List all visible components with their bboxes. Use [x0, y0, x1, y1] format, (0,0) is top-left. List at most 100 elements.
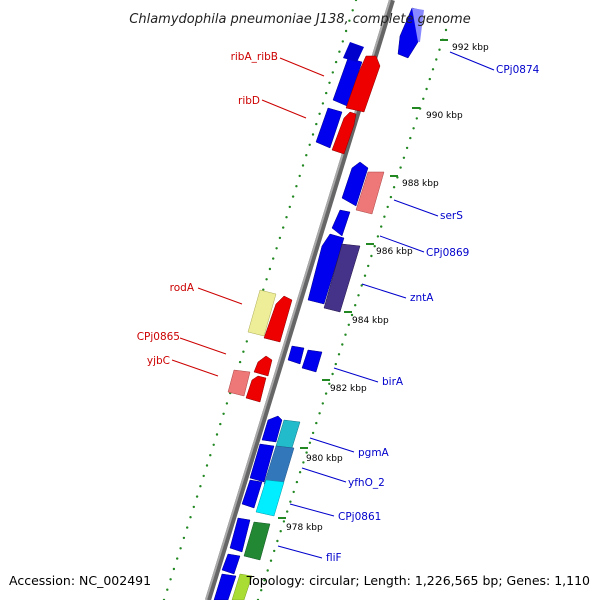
- gene-roda-reverse[interactable]: [263, 295, 293, 343]
- scale-dot: [321, 402, 324, 405]
- scale-dot: [295, 185, 298, 188]
- scale-dot: [350, 313, 354, 317]
- scale-dot: [308, 143, 311, 146]
- gene-label[interactable]: yjbC: [147, 355, 170, 367]
- scale-dot: [363, 274, 367, 277]
- gene-yjbc[interactable]: [227, 369, 251, 397]
- gene-label[interactable]: CPj0869: [426, 247, 469, 259]
- gene-cpj0871-forward[interactable]: [341, 161, 369, 207]
- scale-dot: [308, 441, 312, 444]
- scale-dot: [392, 186, 396, 189]
- gene-pgma-forward-1[interactable]: [261, 415, 283, 443]
- gene-label[interactable]: serS: [440, 210, 463, 222]
- scale-dot: [438, 48, 441, 51]
- scale-dot: [321, 102, 325, 105]
- scale-dot: [318, 112, 321, 116]
- scale-dot: [405, 146, 409, 150]
- scale-dot: [260, 589, 263, 592]
- gene-label[interactable]: CPj0861: [338, 511, 381, 523]
- tick-label: 984 kbp: [352, 316, 389, 326]
- gene-ribd-reverse[interactable]: [331, 111, 357, 155]
- scale-dot: [279, 530, 282, 533]
- scale-dot: [383, 215, 386, 218]
- scale-dot: [176, 557, 179, 560]
- scale-dot: [328, 382, 331, 385]
- gene-flif-forward[interactable]: [229, 517, 251, 553]
- gene-cpj0861[interactable]: [255, 479, 285, 517]
- scale-dot: [169, 578, 172, 581]
- scale-dot: [344, 29, 348, 33]
- gene-label[interactable]: birA: [382, 376, 404, 388]
- gene-cpj0861-forward[interactable]: [241, 479, 263, 509]
- scale-dot: [286, 510, 289, 513]
- scale-dot: [311, 133, 315, 136]
- gene-label[interactable]: CPj0865: [137, 331, 180, 343]
- scale-dot: [357, 294, 360, 297]
- gene-bira-1[interactable]: [287, 345, 305, 365]
- gene-label[interactable]: ribA_ribB: [231, 51, 278, 63]
- scale-dot: [285, 216, 288, 219]
- scale-dot: [435, 58, 438, 61]
- gene-bottom-yellowgreen[interactable]: [231, 573, 253, 600]
- gene-yjbc-reverse[interactable]: [245, 375, 267, 403]
- scale-dot: [354, 304, 357, 307]
- gene-cpj0869-forward[interactable]: [331, 209, 351, 237]
- gene-riba-ribb-reverse[interactable]: [345, 55, 381, 113]
- scale-dot: [186, 526, 189, 529]
- scale-dot: [301, 164, 305, 167]
- gene-label[interactable]: yfhO_2: [348, 477, 385, 489]
- scale-dot: [431, 68, 435, 71]
- gene-roda[interactable]: [247, 289, 277, 337]
- tick-label: 978 kbp: [286, 523, 323, 533]
- gene-sers[interactable]: [355, 171, 385, 215]
- scale-dot: [337, 353, 341, 356]
- scale-dot: [367, 264, 370, 268]
- scale-dot: [202, 474, 205, 478]
- scale-dot: [263, 579, 266, 582]
- scale-dot: [262, 288, 265, 291]
- gene-label[interactable]: fliF: [326, 552, 342, 564]
- gene-bira-2[interactable]: [301, 349, 323, 373]
- gene-znta-forward[interactable]: [307, 233, 345, 305]
- scale-dot: [238, 360, 242, 364]
- scale-dot: [192, 505, 195, 509]
- scale-dot: [325, 91, 328, 95]
- scale-dot: [341, 343, 344, 346]
- gene-label[interactable]: zntA: [410, 292, 434, 304]
- scale-dot: [212, 443, 215, 446]
- scale-dot: [318, 412, 321, 415]
- gene-flif[interactable]: [243, 521, 271, 561]
- scale-dot: [289, 500, 292, 503]
- scale-dot: [305, 451, 308, 454]
- scale-dot: [409, 136, 412, 140]
- scale-dot: [219, 422, 222, 426]
- gene-label[interactable]: pgmA: [358, 447, 390, 459]
- gene-upper-forward[interactable]: [343, 42, 364, 62]
- gene-ribd-forward[interactable]: [315, 107, 343, 149]
- scale-dot: [422, 97, 425, 101]
- scale-dot: [288, 205, 291, 209]
- scale-dot: [360, 284, 363, 287]
- scale-dot: [266, 569, 269, 572]
- scale-dot: [282, 520, 286, 523]
- gene-label[interactable]: ribD: [238, 95, 260, 107]
- gene-features: [213, 7, 424, 600]
- gene-label[interactable]: rodA: [170, 282, 195, 294]
- gene-pgma-forward-2[interactable]: [249, 443, 275, 483]
- tick-label: 982 kbp: [330, 384, 367, 394]
- gene-cpj0874-highlight: [412, 8, 424, 42]
- gene-label[interactable]: CPj0874: [496, 64, 540, 76]
- gene-riba-ribb-forward[interactable]: [332, 57, 363, 107]
- gene-cpj0865[interactable]: [253, 355, 273, 377]
- scale-dot: [347, 323, 350, 326]
- scale-dot: [291, 195, 295, 198]
- gene-znta[interactable]: [323, 243, 361, 313]
- scale-dot: [324, 392, 328, 395]
- scale-dot: [328, 81, 331, 85]
- gene-flif-forward-2[interactable]: [221, 553, 241, 575]
- scale-dot: [292, 490, 295, 494]
- scale-dot: [245, 340, 248, 343]
- gene-bottom-forward[interactable]: [213, 573, 237, 600]
- topology-label: Topology: circular; Length: 1,226,565 bp…: [246, 573, 590, 588]
